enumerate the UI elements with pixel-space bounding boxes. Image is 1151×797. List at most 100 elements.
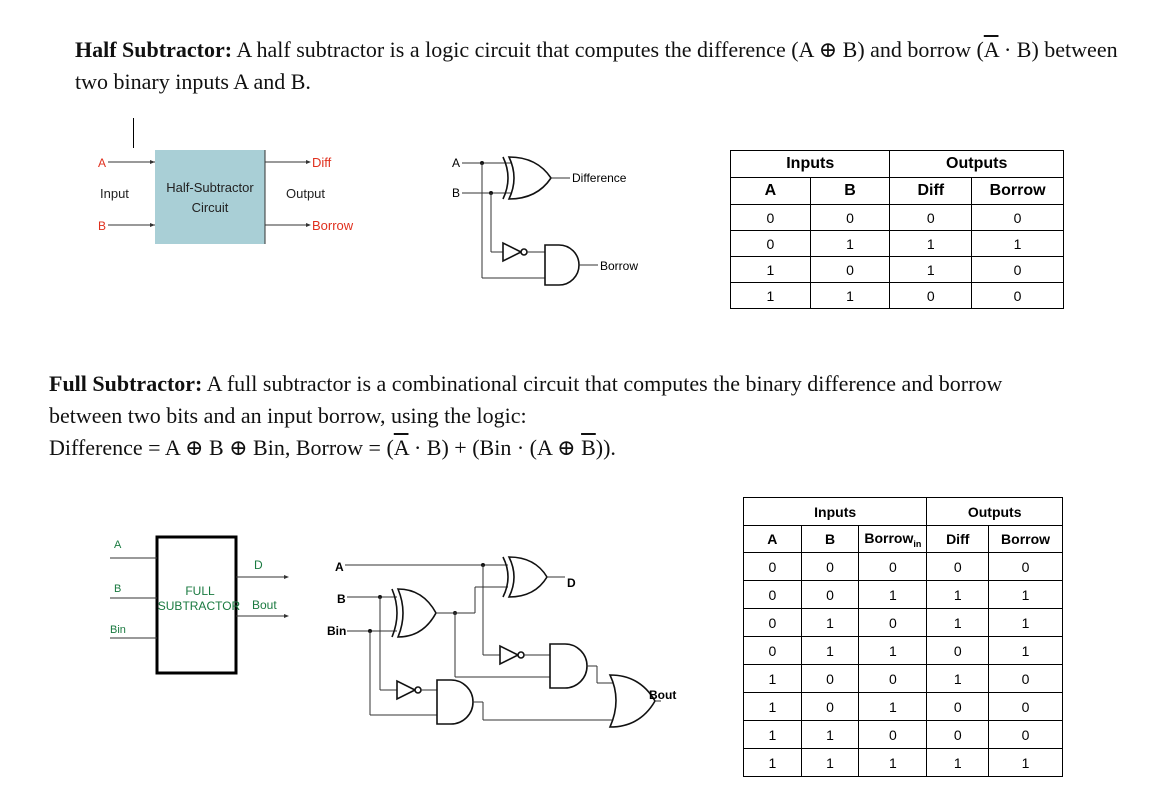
hs-gate-borrow-label: Borrow bbox=[600, 259, 638, 273]
fs-cell: 0 bbox=[926, 720, 990, 749]
hs-output-label: Output bbox=[286, 186, 325, 201]
full-subtractor-title: Full Subtractor: bbox=[49, 371, 203, 396]
fs-table-col-borrow-in-label: Borrow bbox=[864, 529, 914, 546]
fs-cell: 1 bbox=[800, 748, 860, 777]
fs-cell: 1 bbox=[988, 748, 1063, 777]
fs-cell: 0 bbox=[858, 552, 928, 581]
hs-cell: 1 bbox=[730, 256, 811, 283]
hs-cell: 1 bbox=[730, 282, 811, 309]
hs-cell: 1 bbox=[889, 230, 973, 257]
fs-table-col-a: A bbox=[743, 525, 802, 553]
fs-cell: 1 bbox=[926, 664, 990, 693]
hs-cell: 0 bbox=[971, 204, 1064, 231]
fs-cell: 0 bbox=[743, 608, 802, 637]
fs-cell: 1 bbox=[988, 636, 1063, 665]
fs-cell: 1 bbox=[743, 720, 802, 749]
full-subtractor-formula-end: )). bbox=[595, 435, 616, 460]
full-subtractor-paragraph: Full Subtractor: A full subtractor is a … bbox=[49, 368, 1049, 464]
b-bar: B bbox=[581, 435, 596, 460]
fs-cell: 0 bbox=[858, 664, 928, 693]
hs-table-outputs-header: Outputs bbox=[889, 150, 1064, 178]
hs-table-col-a: A bbox=[730, 177, 811, 205]
half-subtractor-text-end: · B) between two binary inputs A and B. bbox=[75, 37, 1118, 94]
hs-cell: 0 bbox=[730, 230, 811, 257]
fs-table-inputs-header: Inputs bbox=[742, 497, 928, 526]
fs-cell: 1 bbox=[800, 720, 860, 749]
fs-cell: 1 bbox=[858, 692, 928, 721]
a-bar: A bbox=[983, 37, 999, 62]
hs-cell: 1 bbox=[971, 230, 1064, 257]
hs-gate-in-b: B bbox=[452, 186, 460, 200]
fs-cell: 1 bbox=[858, 580, 928, 609]
fs-cell: 0 bbox=[800, 692, 860, 721]
half-subtractor-paragraph: Half Subtractor: A half subtractor is a … bbox=[75, 34, 1125, 98]
fs-block-in-bin: Bin bbox=[110, 624, 126, 636]
hs-cell: 1 bbox=[809, 282, 891, 309]
fs-cell: 1 bbox=[926, 608, 990, 637]
fs-table-col-borrow-in: Borrowin bbox=[858, 525, 928, 553]
full-subtractor-gate-diagram: A B Bin D Bout bbox=[327, 556, 676, 728]
hs-cell: 0 bbox=[971, 282, 1064, 309]
half-subtractor-title: Half Subtractor: bbox=[75, 37, 233, 62]
hs-cell: 1 bbox=[809, 230, 891, 257]
fs-cell: 0 bbox=[926, 692, 990, 721]
fs-cell: 1 bbox=[743, 748, 802, 777]
a-bar: A bbox=[393, 435, 409, 460]
fs-cell: 0 bbox=[858, 608, 928, 637]
fs-cell: 1 bbox=[800, 608, 860, 637]
hs-cell: 0 bbox=[809, 256, 891, 283]
full-subtractor-truth-table: Inputs Outputs A B Borrowin Diff Borrow … bbox=[742, 497, 1063, 777]
hs-gate-in-a: A bbox=[452, 156, 460, 170]
half-subtractor-block-diagram: A Input B Half-Subtractor Circuit Diff O… bbox=[98, 150, 354, 244]
fs-block-box-line1: FULL bbox=[185, 584, 215, 598]
half-subtractor-gate-diagram: A B Difference Borrow bbox=[452, 156, 638, 286]
fs-table-col-borrow-in-sub: in bbox=[913, 538, 922, 549]
fs-cell: 0 bbox=[800, 552, 860, 581]
fs-cell: 0 bbox=[988, 552, 1063, 581]
hs-box-line2: Circuit bbox=[192, 200, 229, 215]
fs-cell: 1 bbox=[800, 636, 860, 665]
fs-cell: 1 bbox=[988, 580, 1063, 609]
hs-cell: 0 bbox=[889, 204, 973, 231]
fs-cell: 1 bbox=[858, 636, 928, 665]
fs-gate-in-a: A bbox=[335, 560, 344, 574]
fs-cell: 1 bbox=[926, 580, 990, 609]
hs-input-label: Input bbox=[100, 186, 129, 201]
fs-block-in-a: A bbox=[114, 539, 122, 551]
fs-cell: 0 bbox=[800, 664, 860, 693]
hs-cell: 0 bbox=[971, 256, 1064, 283]
fs-cell: 0 bbox=[743, 552, 802, 581]
fs-block-in-b: B bbox=[114, 583, 121, 595]
hs-table-col-b: B bbox=[809, 177, 891, 205]
fs-gate-in-b: B bbox=[337, 592, 346, 606]
fs-cell: 0 bbox=[743, 636, 802, 665]
hs-table-inputs-header: Inputs bbox=[729, 150, 891, 178]
full-subtractor-formula: Difference = A ⊕ B ⊕ Bin, Borrow = ( bbox=[49, 435, 394, 460]
full-subtractor-text: A full subtractor is a combinational cir… bbox=[49, 371, 1003, 428]
fs-table-col-borrow: Borrow bbox=[988, 525, 1063, 553]
fs-cell: 1 bbox=[743, 664, 802, 693]
hs-box-line1: Half-Subtractor bbox=[166, 180, 254, 195]
fs-table-col-b: B bbox=[800, 525, 860, 553]
fs-cell: 1 bbox=[926, 748, 990, 777]
full-subtractor-block-diagram: A B Bin FULL SUBTRACTOR D Bout bbox=[110, 535, 289, 675]
fs-cell: 0 bbox=[988, 720, 1063, 749]
hs-input-a-label: A bbox=[98, 156, 106, 170]
fs-gate-out-bout: Bout bbox=[649, 688, 676, 702]
hs-cell: 0 bbox=[809, 204, 891, 231]
hs-cell: 1 bbox=[889, 256, 973, 283]
hs-table-col-borrow: Borrow bbox=[971, 177, 1064, 205]
fs-cell: 1 bbox=[743, 692, 802, 721]
fs-cell: 0 bbox=[858, 720, 928, 749]
fs-cell: 0 bbox=[988, 692, 1063, 721]
